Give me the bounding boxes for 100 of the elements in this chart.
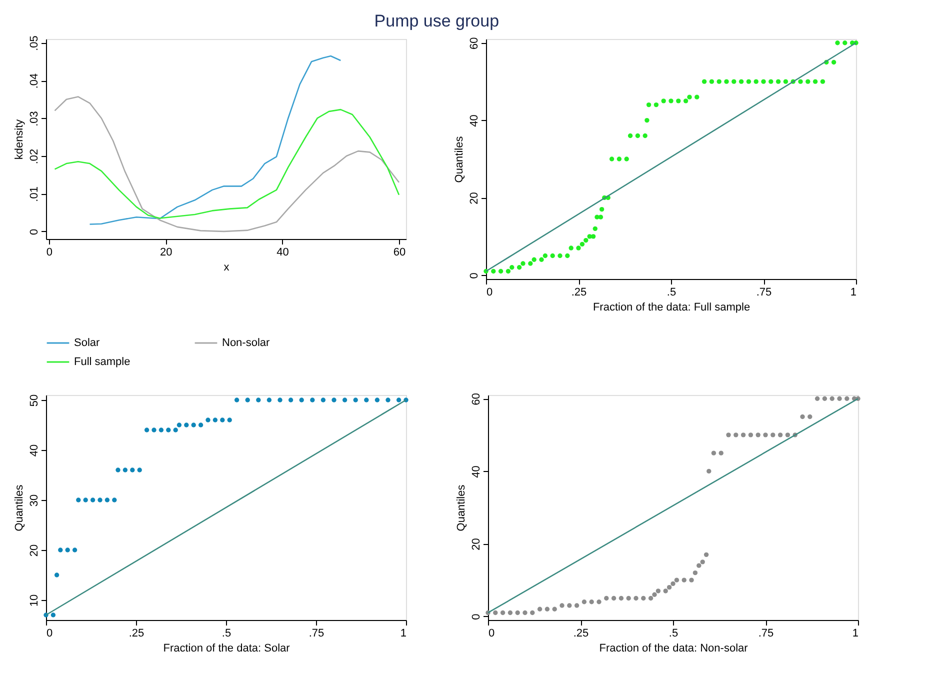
point (785, 432, 790, 438)
point (589, 600, 594, 604)
y-axis-title: Quantiles (14, 484, 26, 532)
point (122, 468, 128, 472)
y-tick-label: 20 (28, 544, 40, 557)
x-tick-label: .75 (756, 286, 772, 298)
point (814, 396, 820, 401)
y-tick-label: 30 (28, 494, 40, 507)
point (288, 398, 294, 402)
point (396, 398, 402, 402)
chart-title: Pump use group (374, 12, 500, 31)
line-series (54, 96, 400, 232)
point (116, 468, 120, 472)
point (299, 398, 304, 402)
point (72, 548, 78, 552)
point (206, 418, 210, 422)
y-tick-label: 0 (468, 272, 480, 279)
x-tick-label: .25 (571, 286, 587, 298)
x-tick-label: .5 (222, 628, 232, 640)
y-axis-title: Quantiles (454, 136, 466, 183)
x-tick-label: 60 (393, 246, 406, 258)
point (837, 396, 842, 401)
y-tick-label: 0 (470, 614, 482, 620)
x-axis-title: Fraction of the data: Solar (163, 642, 290, 654)
x-axis-title: x (224, 262, 230, 274)
x-tick-label: .25 (128, 628, 144, 640)
point (618, 596, 624, 601)
point (234, 398, 240, 402)
line-series (54, 108, 400, 219)
point (386, 398, 390, 402)
y-tick-label: 40 (468, 114, 480, 127)
point (652, 592, 657, 597)
legend-label: Non-solar (222, 337, 270, 349)
point (726, 432, 731, 438)
point (320, 398, 326, 402)
point (76, 498, 81, 502)
y-axis-title: Quantiles (456, 484, 468, 532)
point (604, 596, 609, 601)
point (152, 428, 156, 432)
point (112, 498, 117, 502)
point (670, 581, 676, 586)
point (54, 572, 60, 578)
point (582, 600, 587, 604)
point (648, 596, 654, 601)
point (65, 548, 70, 552)
x-tick-label: 1 (400, 628, 406, 640)
point (674, 578, 680, 582)
point (567, 603, 572, 608)
point (700, 560, 705, 564)
y-tick-label: .02 (28, 148, 40, 164)
point (364, 398, 369, 402)
legend-label: Full sample (74, 356, 130, 368)
y-tick-label: 60 (470, 393, 482, 406)
point (537, 606, 542, 612)
point (508, 610, 513, 616)
point (332, 398, 336, 402)
point (130, 468, 135, 472)
point (144, 428, 150, 432)
y-tick-label: 40 (470, 466, 482, 478)
point (706, 468, 712, 474)
point (50, 612, 56, 618)
x-tick-label: 20 (160, 246, 172, 258)
x-tick-label: .5 (668, 628, 678, 640)
point (689, 578, 694, 582)
point (552, 606, 557, 612)
point (808, 414, 812, 420)
point (83, 498, 88, 502)
point (158, 428, 164, 432)
line-series (89, 55, 342, 225)
x-tick-label: 40 (276, 246, 289, 258)
point (353, 398, 358, 402)
point (310, 398, 315, 402)
point (596, 600, 602, 604)
point (515, 610, 520, 616)
point (734, 432, 738, 438)
point (98, 498, 102, 502)
point (763, 432, 768, 438)
y-tick-label: 0 (28, 228, 40, 236)
point (574, 603, 580, 608)
point (374, 398, 380, 402)
point (696, 563, 702, 568)
y-tick-label: 40 (28, 444, 40, 457)
point (692, 570, 698, 576)
point (544, 606, 550, 612)
point (656, 588, 661, 594)
point (770, 432, 776, 438)
point (227, 418, 232, 422)
x-tick-label: 1 (852, 628, 858, 640)
x-tick-label: 0 (46, 246, 52, 258)
y-tick-label: .01 (28, 186, 40, 202)
y-tick-label: 20 (468, 192, 480, 204)
point (58, 548, 63, 552)
x-tick-label: 1 (850, 286, 856, 298)
x-tick-label: 0 (486, 286, 493, 298)
y-tick-label: 50 (28, 394, 40, 407)
point (266, 398, 272, 402)
y-tick-label: 20 (470, 538, 482, 550)
point (198, 422, 204, 428)
point (778, 432, 783, 438)
y-tick-label: .04 (28, 73, 40, 89)
